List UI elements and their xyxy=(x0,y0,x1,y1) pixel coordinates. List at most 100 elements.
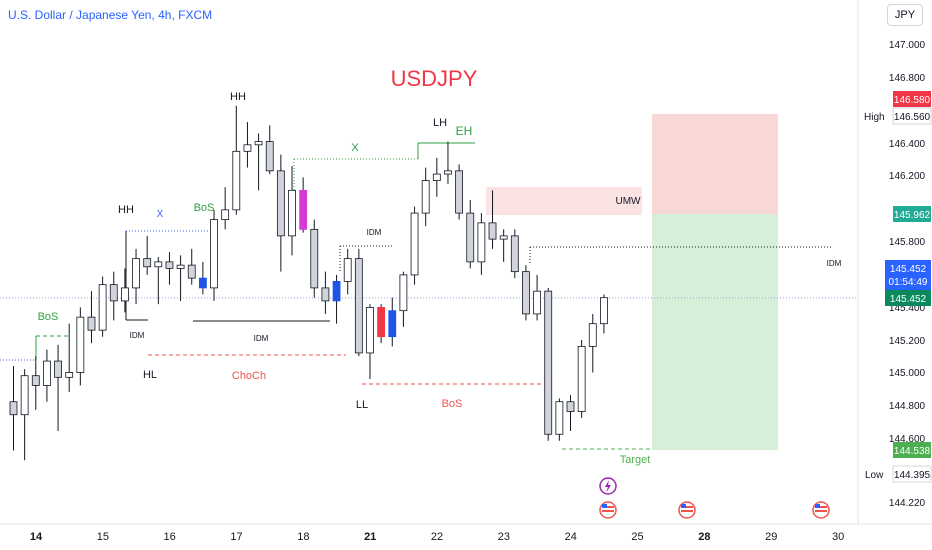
candle[interactable] xyxy=(243,122,252,168)
low-price-tag[interactable] xyxy=(892,465,932,483)
candle[interactable] xyxy=(198,261,207,295)
current-price-tag-2[interactable] xyxy=(885,290,931,306)
candle-body xyxy=(143,258,152,268)
us-flag-event-icon[interactable] xyxy=(678,501,696,519)
candle-body xyxy=(533,290,541,315)
price-tick-label: 146.200 xyxy=(889,171,926,182)
candle-body xyxy=(588,323,597,347)
candle[interactable] xyxy=(54,344,62,431)
candle[interactable] xyxy=(165,252,174,285)
candle[interactable] xyxy=(566,395,575,431)
us-flag-event-icon[interactable] xyxy=(812,501,830,519)
candle[interactable] xyxy=(555,398,564,441)
candle[interactable] xyxy=(143,235,152,275)
candle[interactable] xyxy=(210,209,218,301)
current-price-tag[interactable] xyxy=(885,260,931,290)
eh-label: EH xyxy=(456,124,473,138)
candle[interactable] xyxy=(522,265,530,321)
entry-price-value: 145.962 xyxy=(894,210,931,221)
idm-label-a: IDM xyxy=(130,331,145,340)
time-tick-label: 22 xyxy=(431,531,443,543)
high-caption: High xyxy=(864,112,885,123)
candle[interactable] xyxy=(176,255,185,301)
candle-body xyxy=(600,297,608,325)
idm-label-c: IDM xyxy=(367,228,382,237)
us-flag-event-icon[interactable] xyxy=(599,501,617,519)
candle[interactable] xyxy=(98,276,107,337)
candle[interactable] xyxy=(421,167,430,227)
candle[interactable] xyxy=(544,287,553,441)
candle[interactable] xyxy=(109,271,118,321)
candle[interactable] xyxy=(187,248,196,285)
candle[interactable] xyxy=(221,187,230,230)
candle[interactable] xyxy=(321,271,330,314)
candle[interactable] xyxy=(288,165,296,256)
candle-body xyxy=(366,307,374,354)
candle[interactable] xyxy=(232,105,241,215)
candle[interactable] xyxy=(466,200,475,269)
time-ticks-layer: 14 15 16 17 18 21 22 23 24 25 28 29 30 xyxy=(30,531,844,543)
candle[interactable] xyxy=(65,323,74,392)
candle[interactable] xyxy=(444,141,452,184)
lightning-event-icon[interactable] xyxy=(599,477,617,495)
candle[interactable] xyxy=(31,356,40,410)
target-price-tag[interactable] xyxy=(893,442,931,458)
candle[interactable] xyxy=(410,206,419,285)
candle[interactable] xyxy=(76,307,85,386)
candle[interactable] xyxy=(332,274,341,324)
candle-body xyxy=(210,219,218,289)
candle[interactable] xyxy=(366,304,374,379)
candle[interactable] xyxy=(510,229,519,279)
candle[interactable] xyxy=(43,349,51,402)
candle[interactable] xyxy=(399,271,408,327)
choch-label: ChoCh xyxy=(232,370,266,382)
candle[interactable] xyxy=(432,157,441,197)
candle[interactable] xyxy=(87,291,96,344)
stop-loss-zone[interactable] xyxy=(652,114,778,214)
candle[interactable] xyxy=(154,257,163,305)
candle-body xyxy=(544,290,553,435)
entry-price-tag[interactable] xyxy=(893,206,931,222)
candle[interactable] xyxy=(354,248,363,357)
candle[interactable] xyxy=(343,248,352,295)
candle[interactable] xyxy=(388,297,397,347)
candle[interactable] xyxy=(577,339,586,418)
price-tick-label: 146.400 xyxy=(889,139,926,150)
high-price-tag[interactable] xyxy=(892,107,932,125)
bos-label-a: BoS xyxy=(38,311,59,323)
candle[interactable] xyxy=(9,365,18,451)
candle[interactable] xyxy=(477,213,486,275)
high-price-value: 146.560 xyxy=(894,112,931,123)
candle-body xyxy=(132,258,140,289)
candle[interactable] xyxy=(276,154,285,272)
candle[interactable] xyxy=(377,304,386,344)
candle[interactable] xyxy=(600,294,608,334)
candle[interactable] xyxy=(499,229,508,262)
candle-body xyxy=(310,228,319,289)
candle-body xyxy=(332,280,341,302)
candle[interactable] xyxy=(132,248,140,305)
idm-label-d: IDM xyxy=(827,259,842,268)
stop-price-tag[interactable] xyxy=(893,91,931,107)
price-tick-label: 145.000 xyxy=(889,368,926,379)
candle[interactable] xyxy=(299,177,308,233)
take-profit-zone[interactable] xyxy=(652,214,778,450)
umw-label: UMW xyxy=(616,196,642,207)
candle-body xyxy=(421,180,430,214)
candle-body xyxy=(488,222,497,240)
candle[interactable] xyxy=(588,313,597,373)
candle[interactable] xyxy=(455,164,464,220)
currency-button[interactable]: JPY xyxy=(887,4,923,26)
candle[interactable] xyxy=(265,125,274,175)
candle[interactable] xyxy=(533,274,541,321)
candle[interactable] xyxy=(20,369,29,461)
hh-label-b: HH xyxy=(118,204,134,216)
candle[interactable] xyxy=(121,268,129,313)
supply-zone-box[interactable] xyxy=(486,187,642,215)
time-tick-label: 17 xyxy=(230,531,242,543)
candle-body xyxy=(165,261,174,269)
candle[interactable] xyxy=(254,133,263,191)
candle[interactable] xyxy=(310,219,319,298)
candle[interactable] xyxy=(488,190,497,249)
